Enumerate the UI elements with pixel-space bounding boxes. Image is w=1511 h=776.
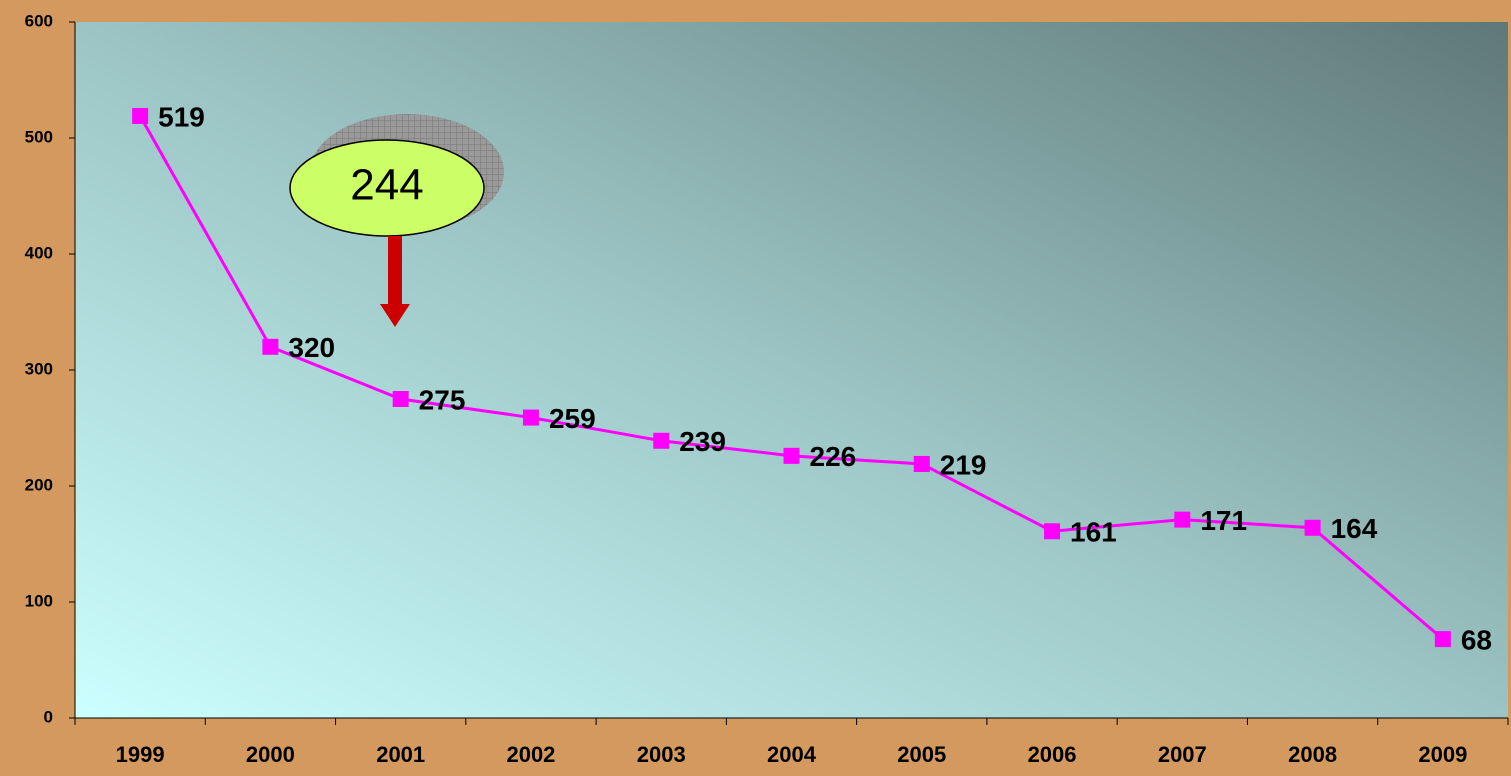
data-label: 259 xyxy=(549,403,596,434)
y-tick-label: 0 xyxy=(44,707,53,726)
arrow-shaft xyxy=(388,236,402,304)
marker xyxy=(262,338,279,355)
data-label: 519 xyxy=(158,101,205,132)
plot-area xyxy=(75,22,1508,718)
annotation-bubble xyxy=(289,139,485,237)
data-label: 171 xyxy=(1200,505,1247,536)
y-tick-label: 600 xyxy=(25,11,53,30)
data-label: 275 xyxy=(419,384,466,415)
x-tick-label: 1999 xyxy=(116,742,165,767)
marker xyxy=(653,432,670,449)
y-tick-label: 400 xyxy=(25,243,53,262)
annotation-text: 244 xyxy=(350,161,423,210)
data-label: 226 xyxy=(810,441,857,472)
x-tick-label: 2002 xyxy=(506,742,555,767)
marker xyxy=(132,107,149,124)
data-label: 161 xyxy=(1070,517,1117,548)
data-label: 219 xyxy=(940,449,987,480)
marker xyxy=(1044,523,1061,540)
x-tick-label: 2003 xyxy=(637,742,686,767)
x-tick-label: 2001 xyxy=(376,742,425,767)
y-tick-label: 200 xyxy=(25,475,53,494)
annotation: 244 xyxy=(289,114,504,327)
marker xyxy=(783,447,800,464)
arrow-head xyxy=(380,304,410,327)
y-tick-label: 300 xyxy=(25,359,53,378)
marker xyxy=(1304,519,1321,536)
marker xyxy=(522,409,539,426)
y-tick-label: 100 xyxy=(25,591,53,610)
marker xyxy=(1174,511,1191,528)
x-tick-label: 2000 xyxy=(246,742,295,767)
x-tick-label: 2009 xyxy=(1418,742,1467,767)
data-label: 68 xyxy=(1461,625,1492,656)
marker xyxy=(1434,631,1451,648)
x-tick-label: 2006 xyxy=(1028,742,1077,767)
data-label: 320 xyxy=(288,332,335,363)
data-label: 239 xyxy=(679,426,726,457)
x-tick-label: 2007 xyxy=(1158,742,1207,767)
x-tick-label: 2004 xyxy=(767,742,817,767)
marker xyxy=(392,391,409,407)
marker xyxy=(913,455,930,472)
y-tick-label: 500 xyxy=(25,127,53,146)
x-tick-label: 2005 xyxy=(897,742,946,767)
data-label: 164 xyxy=(1331,513,1378,544)
x-tick-label: 2008 xyxy=(1288,742,1337,767)
